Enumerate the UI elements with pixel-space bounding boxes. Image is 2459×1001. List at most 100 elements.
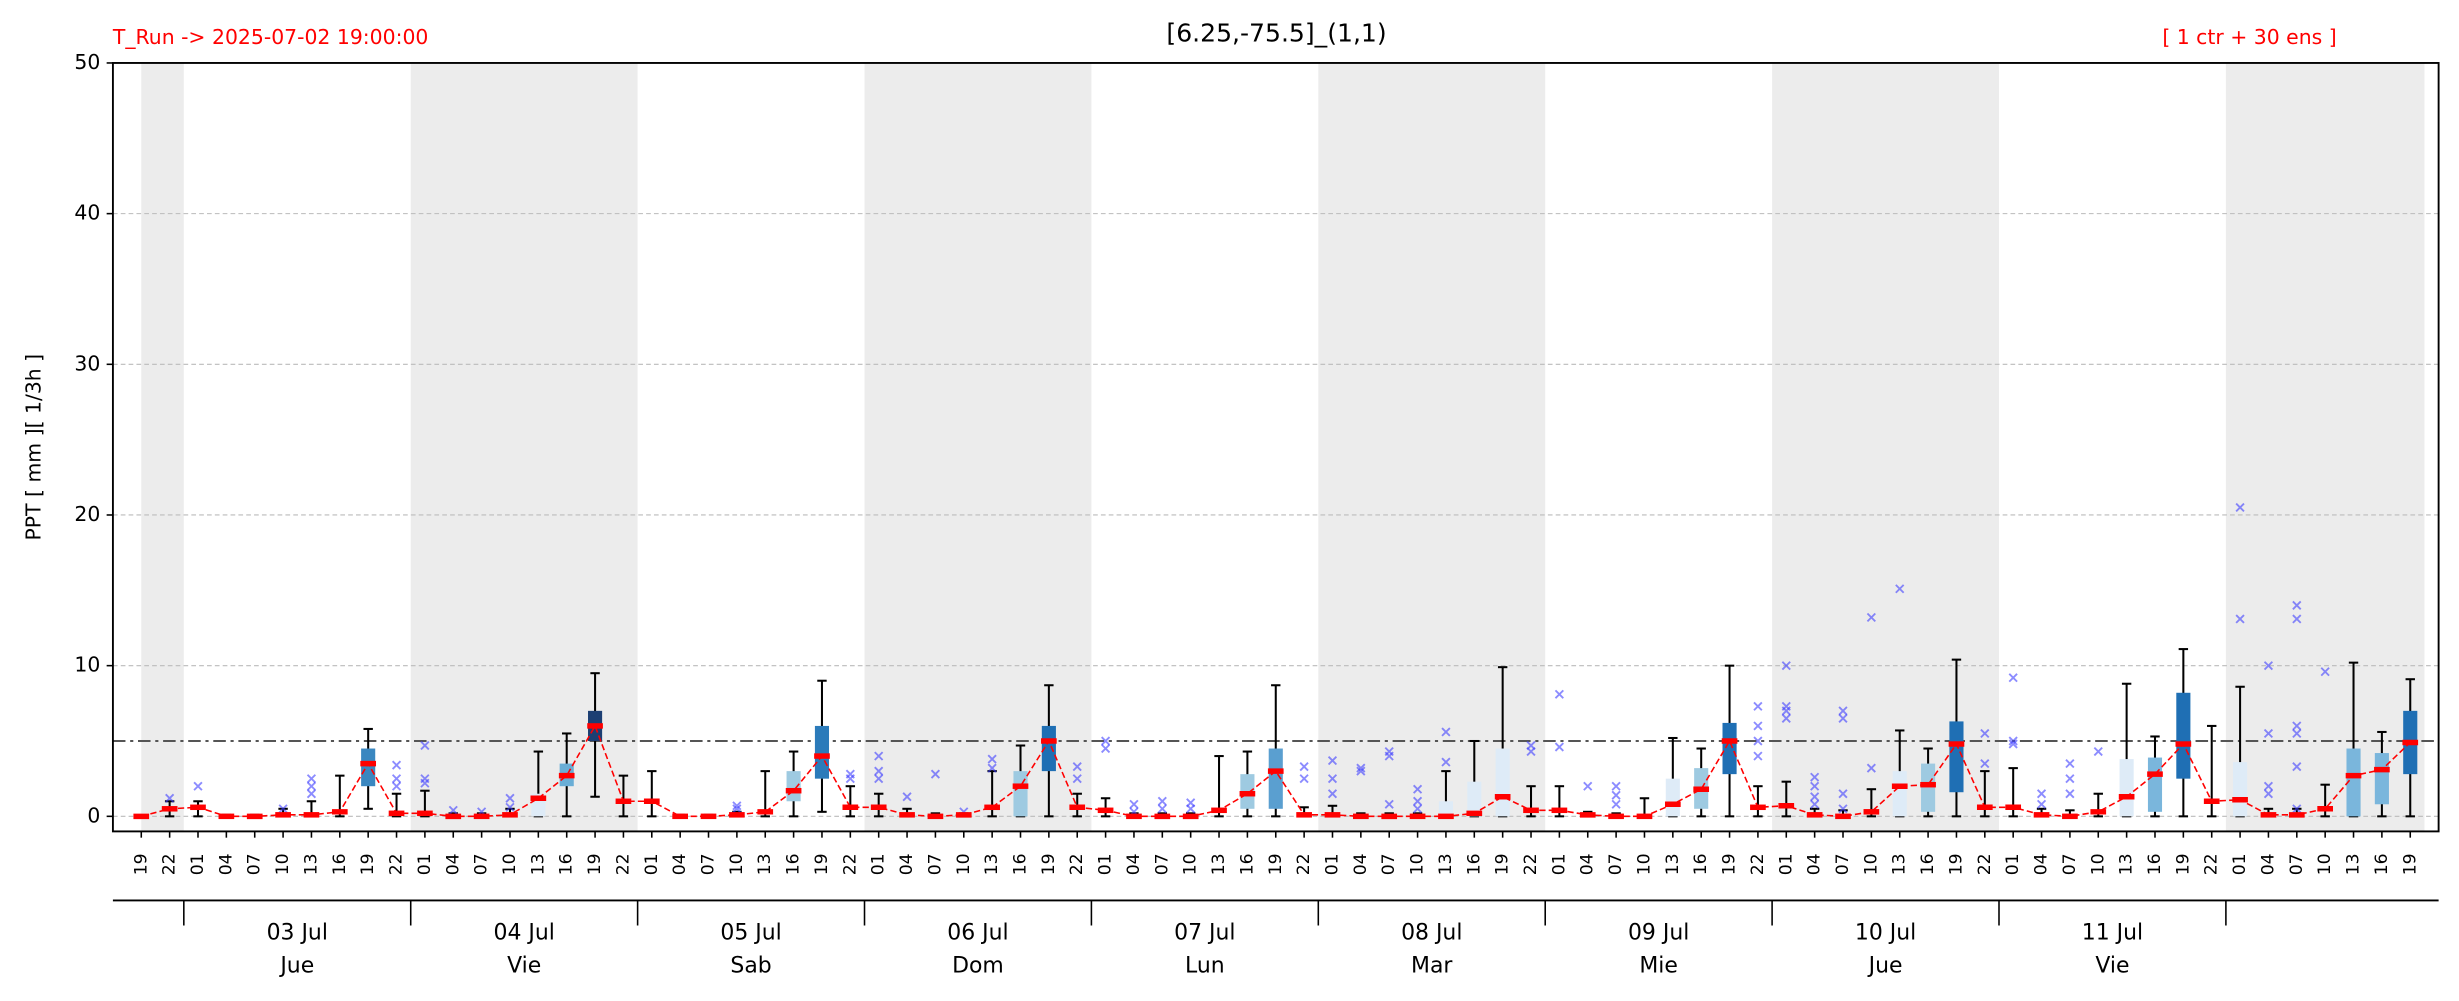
- night-shade: [1772, 62, 1999, 832]
- x-tick-label: 16: [1237, 853, 1257, 875]
- night-shade: [1318, 62, 1546, 832]
- outlier: [2292, 762, 2302, 772]
- x-tick-label: 10: [954, 853, 974, 875]
- x-tick-label: 19: [2173, 853, 2193, 875]
- outlier: [306, 781, 317, 791]
- day-date: 03 Jul: [267, 920, 328, 945]
- outlier: [1611, 790, 1621, 800]
- x-tick-label: 04: [1124, 853, 1144, 875]
- day-weekday: Vie: [507, 953, 541, 978]
- day-date: 07 Jul: [1174, 920, 1235, 945]
- outlier: [1781, 713, 1791, 723]
- x-tick-label: 07: [2287, 853, 2307, 875]
- outlier: [1810, 792, 1820, 802]
- x-tick-label: 22: [2202, 853, 2222, 875]
- box: [1467, 781, 1482, 817]
- box: [1438, 801, 1453, 817]
- day-weekday: Jue: [278, 953, 314, 978]
- outlier: [1129, 799, 1139, 809]
- y-tick-label: 0: [87, 803, 100, 827]
- x-tick-label: 01: [2230, 853, 2250, 875]
- x-tick-label: 10: [500, 853, 520, 875]
- outlier: [2320, 667, 2330, 677]
- x-tick-label: 19: [585, 853, 605, 875]
- outlier: [1838, 804, 1848, 814]
- outlier: [1412, 784, 1423, 794]
- outlier: [845, 769, 855, 779]
- x-tick-label: 07: [2060, 853, 2080, 875]
- outlier: [1781, 701, 1791, 711]
- outlier: [1753, 736, 1763, 746]
- outlier: [1838, 706, 1848, 716]
- outlier: [1356, 766, 1366, 776]
- x-tick-label: 04: [1578, 853, 1598, 875]
- x-tick-label: 13: [982, 853, 1002, 875]
- outlier: [1810, 799, 1820, 809]
- day-weekday: Sab: [730, 953, 771, 978]
- x-tick-label: 16: [330, 853, 350, 875]
- box: [2374, 753, 2389, 805]
- x-tick-label: 07: [1152, 853, 1172, 875]
- day-date: 10 Jul: [1855, 920, 1916, 945]
- outlier: [1356, 763, 1366, 773]
- outlier: [874, 766, 884, 776]
- box: [2119, 759, 2134, 817]
- x-tick-label: 16: [1464, 853, 1484, 875]
- x-tick-label: 16: [557, 853, 577, 875]
- x-tick-label: 13: [528, 853, 548, 875]
- x-tick-label: 01: [1322, 853, 1342, 875]
- y-tick-label: 10: [74, 653, 100, 677]
- night-shade: [2225, 62, 2425, 832]
- x-tick-label: 01: [642, 853, 662, 875]
- x-tick-label: 22: [160, 853, 180, 875]
- outlier: [1327, 774, 1338, 784]
- x-tick-label: 04: [2258, 853, 2278, 875]
- outlier: [1554, 742, 1564, 752]
- x-tick-label: 01: [869, 853, 889, 875]
- box: [2346, 748, 2361, 817]
- outlier: [1072, 774, 1082, 784]
- outlier: [1753, 751, 1763, 761]
- outlier: [902, 792, 912, 802]
- outlier: [1753, 721, 1763, 731]
- box: [2176, 692, 2191, 779]
- x-tick-label: 07: [245, 853, 265, 875]
- x-tick-label: 07: [925, 853, 945, 875]
- x-tick-label: 16: [2145, 853, 2165, 875]
- outlier: [2292, 804, 2302, 814]
- x-tick-label: 10: [1181, 853, 1201, 875]
- day-date: 05 Jul: [720, 920, 781, 945]
- outlier: [1810, 772, 1820, 782]
- x-tick-label: 10: [1408, 853, 1428, 875]
- box: [2233, 762, 2248, 817]
- day-weekday: Jue: [1867, 953, 1903, 978]
- x-tick-label: 19: [1946, 853, 1966, 875]
- outlier: [2235, 502, 2245, 513]
- outlier: [2065, 759, 2075, 769]
- outlier: [1327, 755, 1338, 766]
- x-tick-label: 04: [670, 853, 690, 875]
- outlier: [2292, 728, 2302, 739]
- outlier: [193, 781, 203, 791]
- x-tick-label: 07: [1833, 853, 1853, 875]
- outlier: [2008, 739, 2018, 749]
- x-tick-label: 13: [1890, 853, 1910, 875]
- box: [1665, 778, 1680, 817]
- x-tick-label: 19: [1039, 853, 1059, 875]
- day-weekday: Mie: [1639, 953, 1678, 978]
- box: [1949, 721, 1964, 793]
- x-tick-label: 04: [216, 853, 236, 875]
- outlier: [1753, 701, 1763, 711]
- outlier: [420, 740, 430, 751]
- outlier: [874, 774, 884, 784]
- x-tick-label: 01: [1549, 853, 1569, 875]
- chart-title: [6.25,-75.5]_(1,1): [1166, 19, 1386, 48]
- day-date: 08 Jul: [1401, 920, 1462, 945]
- x-tick-label: 07: [699, 853, 719, 875]
- outlier: [1866, 612, 1876, 623]
- outlier: [2292, 614, 2302, 624]
- outlier: [391, 774, 402, 784]
- box: [1041, 725, 1056, 772]
- outlier: [1781, 661, 1791, 671]
- box: [1722, 722, 1737, 775]
